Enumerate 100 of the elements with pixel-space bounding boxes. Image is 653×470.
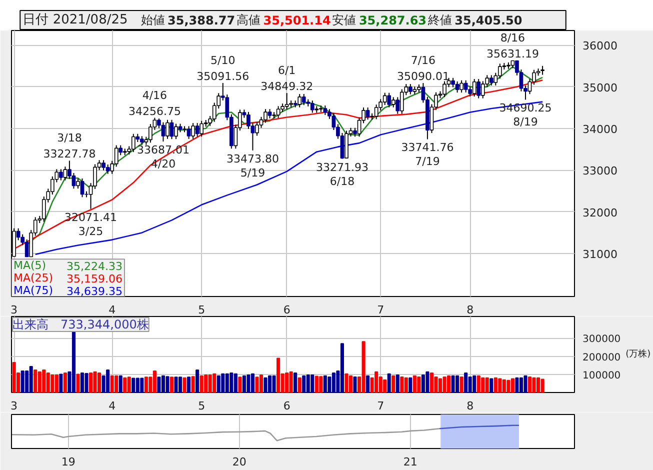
bar [144, 376, 148, 392]
candlestick [442, 80, 446, 98]
candlestick [323, 105, 328, 116]
candlestick [284, 92, 289, 110]
y-tick-label: 35000 [582, 81, 618, 94]
bar [29, 366, 33, 392]
bar [456, 375, 460, 392]
bar [442, 376, 446, 392]
candlestick [72, 172, 76, 190]
bar [485, 377, 489, 392]
text: MA(25) 35,159.06 [14, 271, 122, 286]
bar [285, 372, 289, 392]
bar [272, 375, 276, 392]
bar [230, 372, 234, 392]
bar [490, 378, 494, 392]
candlestick [408, 84, 412, 95]
bar [216, 375, 220, 392]
bar [255, 376, 259, 392]
bar [84, 373, 88, 392]
bar [259, 374, 264, 392]
candlestick [131, 133, 136, 153]
y-axis-title: (万株) [626, 348, 651, 360]
candlestick [268, 108, 272, 119]
text: MA(75) 34,639.35 [14, 284, 122, 298]
bar [174, 376, 178, 392]
bar [123, 377, 127, 392]
bar [88, 372, 93, 392]
bar [63, 372, 67, 392]
bar [59, 374, 63, 392]
bar [54, 374, 58, 392]
bar [451, 375, 455, 392]
bar [332, 372, 336, 392]
bar [506, 380, 510, 392]
annotation: 3/18 33227.78 [43, 132, 96, 161]
bar [446, 375, 451, 392]
bar [289, 371, 293, 392]
candlestick [161, 122, 166, 142]
bar [38, 371, 42, 392]
bar [430, 372, 434, 392]
annotation: 8/16 35631.19 [486, 31, 539, 60]
candlestick [302, 94, 306, 106]
bar [208, 374, 212, 392]
candlestick [460, 80, 464, 94]
x-tick-label: 4 [108, 304, 116, 316]
bar [268, 375, 272, 392]
chart-title: 日付 2021/08/25 [22, 12, 128, 28]
bar [187, 376, 191, 392]
bar [72, 330, 76, 392]
bar [510, 378, 514, 392]
bar [396, 374, 400, 392]
bar [93, 371, 97, 392]
candlestick [476, 78, 481, 99]
x-tick-label: 20 [232, 456, 246, 468]
bar [540, 378, 544, 392]
bar [532, 377, 536, 392]
candlestick [387, 92, 392, 108]
bar [494, 377, 498, 392]
bar [34, 370, 38, 392]
bar [298, 377, 302, 392]
bar [204, 374, 208, 392]
bar [250, 373, 255, 392]
x-tick-label: 5 [198, 400, 206, 412]
candlestick [166, 119, 170, 140]
candlestick [455, 80, 460, 94]
bar [528, 376, 532, 392]
candlestick [382, 92, 387, 106]
bar [196, 370, 200, 392]
candlestick [186, 126, 191, 140]
bar [234, 373, 238, 392]
bar [340, 343, 344, 392]
bar [242, 375, 246, 392]
bar [387, 373, 391, 392]
bar [328, 376, 332, 392]
annotation: 33473.80 5/19 [226, 152, 279, 180]
bar [76, 374, 80, 392]
text: 安値 35,287.63 [332, 13, 427, 28]
bar [276, 358, 280, 392]
bar [460, 376, 464, 392]
bar [392, 375, 396, 392]
bar [476, 375, 480, 392]
bar [80, 372, 84, 392]
text: 高値 35,501.14 [236, 13, 331, 28]
bar [212, 373, 216, 392]
bar [140, 378, 144, 392]
candlestick [170, 119, 174, 140]
candlestick [464, 80, 468, 93]
x-tick-label: 4 [108, 400, 116, 412]
bar [191, 376, 195, 392]
y-tick-label: 300000 [582, 334, 621, 346]
candlestick [191, 122, 195, 140]
bar [12, 362, 16, 392]
bar [374, 371, 378, 392]
y-tick-label: 36000 [582, 40, 618, 53]
x-tick-label: 3 [10, 304, 18, 316]
bar [438, 378, 442, 392]
annotation: 33741.76 7/19 [401, 141, 454, 168]
bar [25, 370, 29, 392]
x-tick-label: 19 [61, 456, 76, 468]
bar [344, 373, 348, 392]
y-tick-label: 100000 [582, 370, 621, 382]
